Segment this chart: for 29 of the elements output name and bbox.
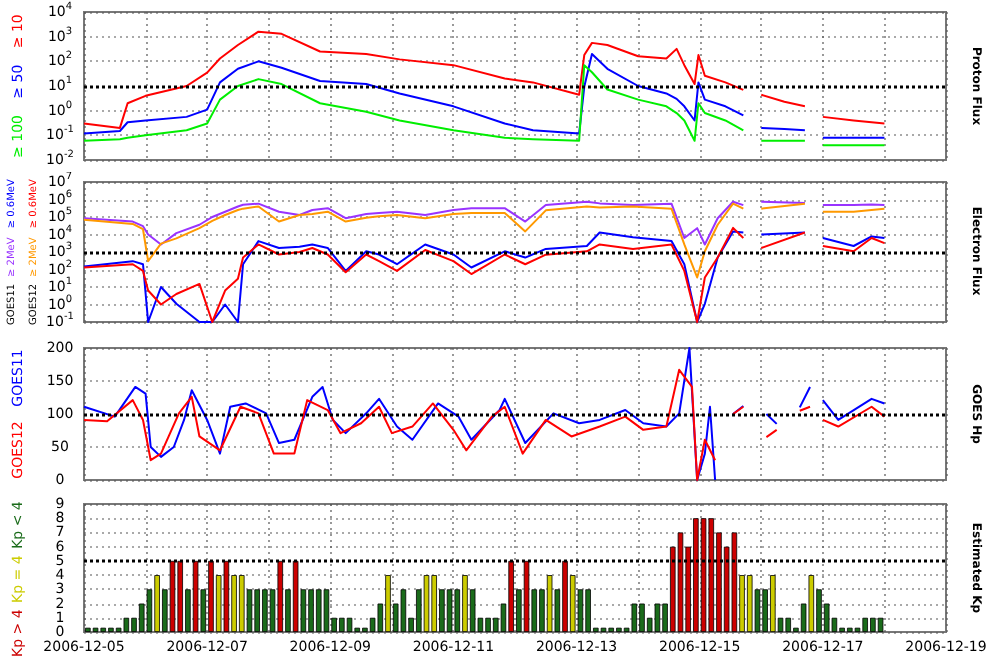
bar (346, 617, 353, 632)
bar (431, 575, 437, 632)
bar (585, 589, 591, 632)
bar (400, 589, 407, 632)
bar (770, 575, 776, 632)
bar (485, 617, 491, 632)
bar (870, 617, 876, 632)
bar (239, 575, 245, 632)
bar (746, 575, 753, 632)
bar (123, 617, 130, 632)
bar (877, 617, 884, 632)
bar (154, 575, 160, 632)
bar (254, 589, 260, 632)
bar (446, 589, 453, 632)
bar (323, 589, 330, 632)
bar (339, 617, 345, 632)
bar (262, 589, 268, 632)
bar (546, 575, 553, 632)
bar (785, 617, 791, 632)
bar (385, 575, 391, 632)
bar (631, 603, 638, 632)
bar (808, 575, 815, 632)
bar (639, 603, 645, 632)
bar (462, 575, 468, 632)
bar (862, 617, 868, 632)
bar (654, 603, 661, 632)
bar (423, 575, 430, 632)
bar (308, 589, 314, 632)
bar (315, 589, 322, 632)
